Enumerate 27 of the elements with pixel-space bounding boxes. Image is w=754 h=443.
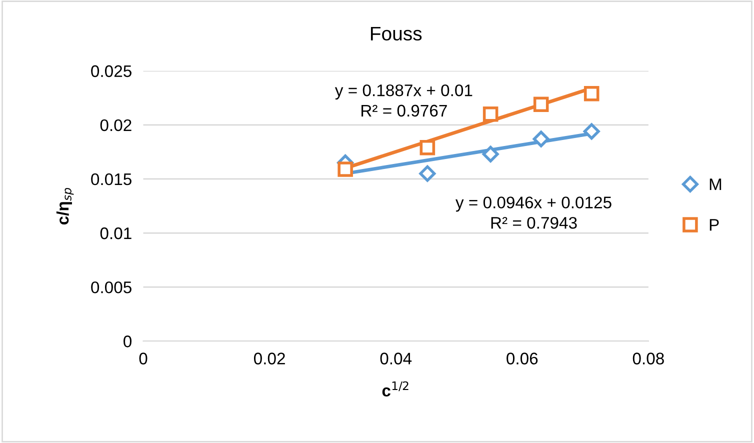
- x-tick-label: 0.08: [632, 352, 664, 364]
- point: [420, 140, 436, 156]
- annotation: y = 0.1887x + 0.01 R² = 0.9767: [334, 84, 472, 117]
- y-axis-title: c/η$_{sp}$: [56, 188, 74, 225]
- x-tick-label: 0: [139, 352, 148, 364]
- point: [482, 146, 499, 162]
- y-tick-label: 0.02: [100, 119, 132, 132]
- point: [584, 86, 600, 102]
- point: [482, 106, 498, 122]
- point: [583, 123, 600, 140]
- point: [532, 130, 550, 148]
- y-tick-label: 0.005: [91, 281, 132, 294]
- x-axis-title: c$^{1/2}$: [382, 381, 408, 397]
- point: [419, 165, 436, 182]
- y-tick-label: 0: [124, 336, 132, 348]
- x-tick-label: 0.04: [380, 352, 412, 364]
- legend-label: M: [710, 178, 722, 190]
- x-tick-label: 0.06: [506, 352, 538, 364]
- point: [338, 162, 353, 177]
- chart-title: Fouss: [370, 26, 422, 41]
- y-tick-label: 0.015: [91, 173, 132, 186]
- legend-label: P: [710, 219, 719, 231]
- annotation: y = 0.0946x + 0.0125 R² = 0.7943: [456, 196, 612, 229]
- y-tick-label: 0.025: [91, 65, 132, 78]
- y-tick-label: 0.01: [100, 227, 132, 240]
- point: [533, 96, 549, 112]
- x-tick-label: 0.02: [254, 352, 285, 364]
